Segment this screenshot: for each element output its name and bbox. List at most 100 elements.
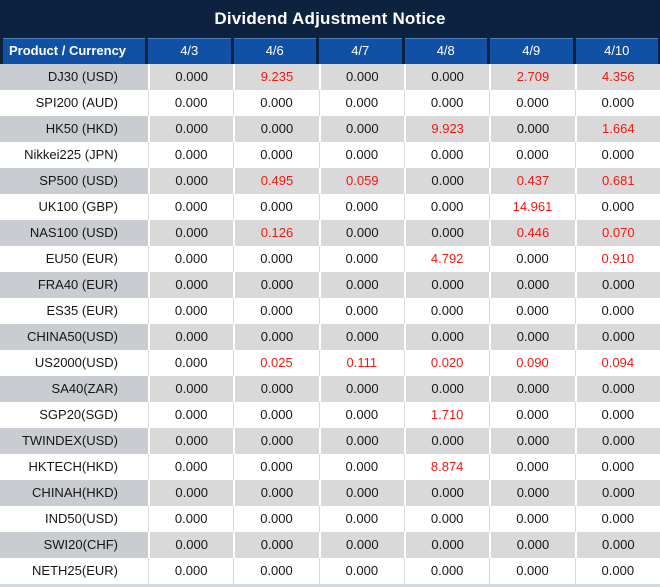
- value-cell: 0.000: [574, 506, 660, 532]
- value-cell: 0.000: [148, 402, 233, 428]
- product-cell: Nikkei225 (JPN): [24, 147, 118, 162]
- value-cell: 1.664: [574, 116, 660, 142]
- value-cell: 0.000: [148, 350, 233, 376]
- value-cell: 0.000: [233, 142, 318, 168]
- product-cell: CHINAH(HKD): [0, 480, 148, 506]
- value-cell: 0.000: [318, 116, 404, 142]
- value-cell: 0.000: [403, 90, 489, 116]
- date-header-4-6: 4/6: [230, 38, 316, 64]
- value-cell: 0.000: [403, 220, 490, 246]
- product-cell: US2000(USD): [34, 355, 118, 370]
- product-cell: ES35 (EUR): [46, 303, 118, 318]
- value-cell: 0.000: [574, 558, 660, 584]
- value-cell: 0.000: [489, 402, 574, 428]
- value-cell: 0.000: [318, 220, 404, 246]
- value-cell: 0.437: [489, 168, 575, 194]
- value-cell: 0.000: [574, 480, 660, 506]
- value-cell: 0.000: [574, 298, 660, 324]
- value-cell: 0.000: [233, 376, 319, 402]
- value-cell: 0.000: [233, 272, 319, 298]
- value-cell: 0.000: [233, 558, 318, 584]
- value-cell: 0.000: [233, 402, 318, 428]
- product-cell: SP500 (USD): [0, 168, 148, 194]
- table-row: ES35 (EUR) 0.000 0.000 0.000 0.000 0.000 0.000: [0, 298, 660, 324]
- value-cell: 0.000: [489, 298, 574, 324]
- table-row: NETH25(EUR) 0.000 0.000 0.000 0.000 0.000 0.00…: [0, 558, 660, 584]
- value-cell: 0.000: [233, 90, 318, 116]
- value-cell: 0.090: [489, 350, 574, 376]
- value-cell: 0.000: [318, 272, 404, 298]
- product-cell: SPI200 (AUD): [35, 95, 118, 110]
- product-cell: UK100 (GBP): [38, 199, 118, 214]
- value-cell: 0.000: [318, 428, 404, 454]
- product-cell: DJ30 (USD): [0, 64, 148, 90]
- value-cell: 0.000: [489, 428, 575, 454]
- table-row: SP500 (USD) 0.000 0.495 0.059 0.000 0.437 0.68…: [0, 168, 660, 194]
- product-cell: NETH25(EUR): [32, 563, 118, 578]
- table-row: SA40(ZAR) 0.000 0.000 0.000 0.000 0.000 0.000: [0, 376, 660, 402]
- value-cell: 0.000: [318, 480, 404, 506]
- value-cell: 0.000: [574, 324, 660, 350]
- value-cell: 0.000: [489, 480, 575, 506]
- value-cell: 0.000: [148, 168, 234, 194]
- value-cell: 0.000: [574, 90, 660, 116]
- value-cell: 0.000: [403, 480, 490, 506]
- product-cell: SA40(ZAR): [0, 376, 148, 402]
- value-cell: 0.000: [574, 454, 660, 480]
- product-cell: NAS100 (USD): [0, 220, 148, 246]
- table-row: UK100 (GBP) 0.000 0.000 0.000 0.000 14.961 0.0…: [0, 194, 660, 220]
- value-cell: 0.000: [148, 506, 233, 532]
- product-cell: HK50 (HKD): [0, 116, 148, 142]
- value-cell: 0.000: [489, 558, 574, 584]
- table-row: EU50 (EUR) 0.000 0.000 0.000 4.792 0.000 0.910: [0, 246, 660, 272]
- value-cell: 9.235: [233, 64, 319, 90]
- table-row: TWINDEX(USD) 0.000 0.000 0.000 0.000 0.000 0.0…: [0, 428, 660, 454]
- product-currency-header: Product / Currency: [0, 38, 148, 64]
- value-cell: 0.000: [318, 532, 404, 558]
- value-cell: 0.000: [489, 272, 575, 298]
- table-bottom-edge: [0, 584, 660, 587]
- value-cell: 0.000: [403, 272, 490, 298]
- value-cell: 0.070: [574, 220, 660, 246]
- value-cell: 0.000: [148, 220, 234, 246]
- value-cell: 0.025: [233, 350, 318, 376]
- value-cell: 0.910: [574, 246, 660, 272]
- value-cell: 0.059: [318, 168, 404, 194]
- table-row: US2000(USD) 0.000 0.025 0.111 0.020 0.090 0.09…: [0, 350, 660, 376]
- value-cell: 0.000: [318, 194, 404, 220]
- table-row: NAS100 (USD) 0.000 0.126 0.000 0.000 0.446 0.0…: [0, 220, 660, 246]
- value-cell: 0.000: [148, 428, 234, 454]
- product-cell: EU50 (EUR): [45, 251, 118, 266]
- table-row: FRA40 (EUR) 0.000 0.000 0.000 0.000 0.000 0.00…: [0, 272, 660, 298]
- value-cell: 0.000: [233, 194, 318, 220]
- product-cell: SWI20(CHF): [0, 532, 148, 558]
- value-cell: 0.681: [574, 168, 660, 194]
- table-row: IND50(USD) 0.000 0.000 0.000 0.000 0.000 0.000: [0, 506, 660, 532]
- value-cell: 0.000: [233, 116, 319, 142]
- value-cell: 0.126: [233, 220, 319, 246]
- product-cell: CHINA50(USD): [0, 324, 148, 350]
- value-cell: 0.000: [403, 324, 490, 350]
- product-cell: TWINDEX(USD): [0, 428, 148, 454]
- value-cell: 0.000: [574, 402, 660, 428]
- value-cell: 0.000: [403, 64, 490, 90]
- value-cell: 0.000: [574, 194, 660, 220]
- date-header-4-10: 4/10: [572, 38, 660, 64]
- value-cell: 0.000: [233, 506, 318, 532]
- value-cell: 0.000: [403, 298, 489, 324]
- value-cell: 0.000: [574, 272, 660, 298]
- value-cell: 0.000: [318, 454, 404, 480]
- value-cell: 0.000: [318, 506, 404, 532]
- value-cell: 0.000: [574, 376, 660, 402]
- date-header-4-7: 4/7: [316, 38, 402, 64]
- value-cell: 0.000: [318, 402, 404, 428]
- value-cell: 0.000: [148, 246, 233, 272]
- value-cell: 0.000: [148, 324, 234, 350]
- value-cell: 0.000: [403, 376, 490, 402]
- value-cell: 14.961: [489, 194, 574, 220]
- value-cell: 0.000: [318, 298, 404, 324]
- product-cell: SGP20(SGD): [39, 407, 118, 422]
- value-cell: 0.000: [489, 376, 575, 402]
- table-row: HK50 (HKD) 0.000 0.000 0.000 9.923 0.000 1.664: [0, 116, 660, 142]
